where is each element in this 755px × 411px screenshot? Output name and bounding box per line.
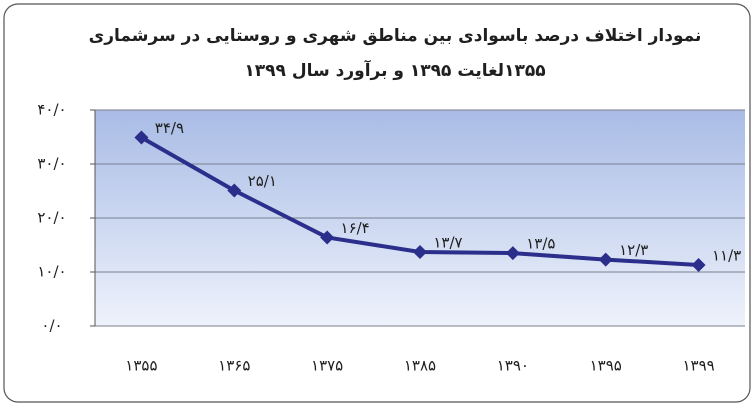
marker [691, 257, 706, 272]
data-label: ۱۱/۳ [712, 246, 741, 264]
y-tick-label: ۴۰/۰ [37, 101, 66, 119]
x-tick-label: ۱۳۹۹ [682, 357, 714, 375]
y-tick-label: ۲۰/۰ [37, 209, 66, 227]
x-tick-label: ۱۳۶۵ [218, 357, 250, 375]
x-tick-label: ۱۳۹۵ [590, 357, 622, 375]
marker [227, 183, 242, 198]
y-tick-label: ۳۰/۰ [37, 155, 66, 173]
marker [505, 246, 520, 261]
data-label: ۱۳/۷ [433, 234, 462, 252]
x-tick-label: ۱۳۹۰ [497, 357, 529, 375]
marker [320, 230, 335, 245]
data-label: ۱۳/۵ [526, 235, 555, 253]
y-tick-label: ۰/۰ [41, 317, 62, 335]
chart-subtitle: ۱۳۵۵لغایت ۱۳۹۵ و برآورد سال ۱۳۹۹ [244, 59, 545, 81]
marker [413, 245, 427, 260]
data-label: ۱۲/۳ [619, 241, 648, 259]
x-tick-label: ۱۳۵۵ [125, 357, 157, 375]
data-label: ۱۶/۴ [341, 219, 370, 237]
data-label: ۳۴/۹ [155, 119, 184, 137]
data-label: ۲۵/۱ [248, 172, 277, 190]
marker [598, 252, 613, 267]
y-tick-label: ۱۰/۰ [37, 263, 66, 281]
x-tick-label: ۱۳۷۵ [311, 357, 343, 375]
x-tick-label: ۱۳۸۵ [404, 357, 436, 375]
chart-title: نمودار اختلاف درصد باسوادی بین مناطق شهر… [89, 26, 702, 46]
marker [134, 130, 149, 145]
